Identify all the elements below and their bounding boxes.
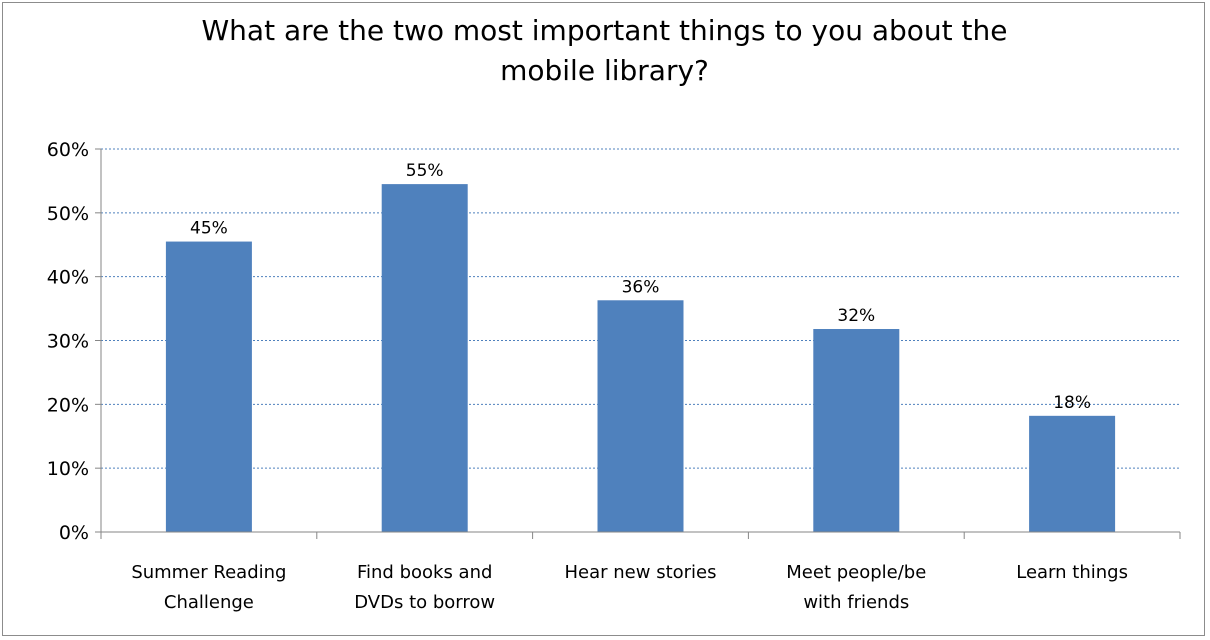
data-label: 55%: [406, 161, 444, 181]
y-tick-label: 40%: [47, 267, 89, 289]
data-label: 36%: [622, 277, 660, 297]
x-tick-label: Hear new stories: [565, 562, 717, 583]
data-label: 18%: [1053, 393, 1091, 413]
x-tick-label: Find books and: [357, 562, 492, 583]
chart-title-line-2: mobile library?: [500, 54, 709, 87]
bar: [597, 300, 684, 532]
y-tick-label: 10%: [47, 458, 89, 480]
bar: [813, 329, 900, 532]
x-tick-label: DVDs to borrow: [354, 592, 495, 613]
bar: [165, 241, 252, 532]
chart-title-line-1: What are the two most important things t…: [201, 14, 1008, 47]
bar-chart-plot: 0% 10% 20% 30% 40% 50% 60% 45% Summer Reading Cha…: [47, 139, 1181, 613]
x-tick-label: Summer Reading: [131, 562, 286, 583]
data-label: 45%: [190, 219, 228, 239]
y-tick-label: 60%: [47, 139, 89, 161]
y-tick-label: 20%: [47, 394, 89, 416]
x-tick-label: Learn things: [1016, 562, 1128, 583]
y-tick-label: 30%: [47, 331, 89, 353]
bar: [381, 184, 468, 532]
y-tick-label: 50%: [47, 203, 89, 225]
x-tick-label: Challenge: [164, 592, 254, 613]
y-tick-label: 0%: [59, 522, 89, 544]
chart-title: What are the two most important things t…: [3, 11, 1206, 91]
x-tick-label: Meet people/be: [786, 562, 926, 583]
x-tick-label: with friends: [803, 592, 909, 613]
data-label: 32%: [837, 306, 875, 326]
bar: [1029, 415, 1116, 532]
